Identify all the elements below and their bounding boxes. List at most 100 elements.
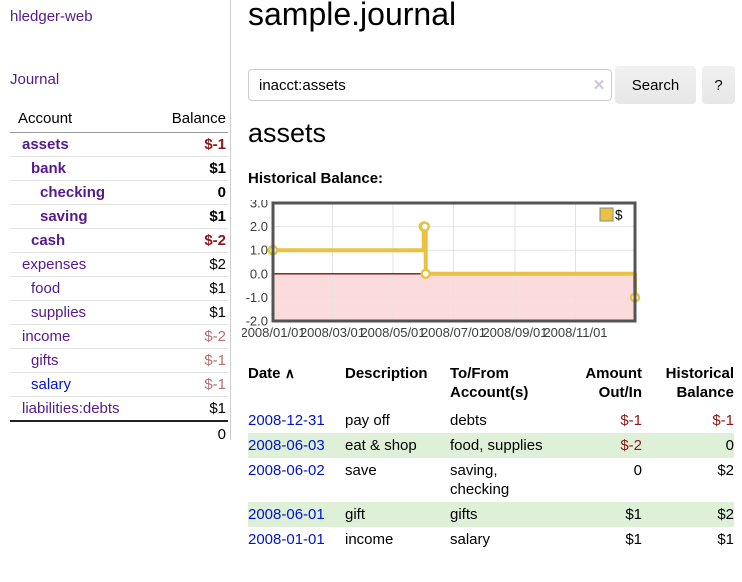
transaction-description: save [345,462,377,479]
transaction-description: gift [345,506,366,523]
account-row: salary $-1 [10,372,228,397]
help-button[interactable]: ? [702,66,735,104]
legend-swatch [599,207,614,222]
transaction-amount: $-1 [620,412,642,429]
account-link[interactable]: food [31,280,61,297]
plot-border [271,201,637,323]
account-balance: $2 [209,256,226,273]
account-balance: $-2 [204,328,226,345]
account-row: cash $-2 [10,228,228,253]
transaction-amount: $1 [625,531,642,548]
y-tick-label: -1.0 [246,290,268,305]
x-tick-label: 2008/01/01 [242,325,306,340]
transaction-row: 2008-12-31 pay off debts $-1 $-1 [248,408,734,433]
main-content: sample.journal ✕ Search ? assets Histori… [240,0,735,582]
transaction-balance: $2 [717,462,734,479]
y-tick-label: -2.0 [246,314,268,329]
transaction-row: 2008-06-02 save saving, checking 0 $2 [248,458,734,502]
account-row: supplies $1 [10,300,228,325]
search-input[interactable] [248,69,612,101]
x-tick-label: 2008/11/01 [543,325,607,340]
y-tick-label: 1.0 [250,243,268,258]
account-balance: 0 [217,184,226,201]
transaction-accounts: saving, checking [450,462,510,498]
transaction-row: 2008-06-01 gift gifts $1 $2 [248,502,734,527]
account-link[interactable]: income [22,328,71,345]
account-link[interactable]: assets [22,136,69,153]
account-balance: $1 [209,400,226,417]
page-title: sample.journal [248,0,457,32]
account-row: gifts $-1 [10,348,228,373]
data-point-marker [419,221,430,232]
account-heading: assets [248,118,327,148]
account-row: food $1 [10,276,228,301]
account-row: bank $1 [10,156,228,181]
x-tick-label: 2008/09/01 [482,325,547,340]
account-link[interactable]: gifts [31,352,59,369]
account-link[interactable]: checking [40,184,106,201]
y-tick-label: 2.0 [250,219,268,234]
account-balance: $1 [209,304,226,321]
transaction-row: 2008-01-01 income salary $1 $1 [248,527,734,552]
account-row: saving $1 [10,204,228,229]
balance-chart-svg: $3.0 2.0 1.0 0.0 -1.0 -2.02008/01/012008/03/0… [240,196,641,340]
account-link[interactable]: saving [40,208,88,225]
account-link[interactable]: supplies [31,304,87,321]
transaction-date-link[interactable]: 2008-12-31 [248,412,325,429]
transaction-amount: $-2 [620,437,642,454]
transaction-description: income [345,531,394,548]
account-link[interactable]: expenses [22,256,87,273]
account-row: income $-2 [10,324,228,349]
search-button[interactable]: Search [615,66,696,104]
transaction-balance: $2 [717,506,734,523]
col-description: Description [345,365,428,382]
data-point-marker [420,268,431,280]
sidebar: hledger-web Journal Account Balance asse… [0,0,231,446]
account-link[interactable]: cash [31,232,66,249]
transaction-accounts: gifts [450,506,478,523]
col-tofrom-accounts: To/From Account(s) [450,365,529,401]
transaction-accounts: food, supplies [450,437,543,454]
account-link[interactable]: liabilities:debts [22,400,120,417]
account-balance: $-1 [204,136,226,153]
register-header-row: Date ∧ Description To/From Account(s) Am… [248,358,734,408]
transaction-accounts: salary [450,531,491,548]
app-title-link[interactable]: hledger-web [10,8,93,25]
transaction-row: 2008-06-03 eat & shop food, supplies $-2… [248,433,734,458]
accounts-col-account: Account [10,107,148,133]
transaction-date-link[interactable]: 2008-06-03 [248,437,325,454]
accounts-total-value: 0 [147,420,228,446]
accounts-col-balance: Balance [147,107,228,133]
x-tick-label: 2008/05/01 [360,325,425,340]
sidebar-item-journal[interactable]: Journal [10,71,60,88]
account-link[interactable]: bank [31,160,67,177]
account-row: expenses $2 [10,252,228,277]
transaction-date-link[interactable]: 2008-06-01 [248,506,325,523]
transaction-balance: 0 [725,437,734,454]
transaction-balance: $-1 [712,412,734,429]
account-balance: $-1 [204,376,226,393]
historical-balance-chart: $3.0 2.0 1.0 0.0 -1.0 -2.0 2008/01/01 2008/03/0… [240,196,644,344]
account-row: liabilities:debts $1 [10,396,228,422]
y-tick-label: 0.0 [250,266,268,281]
account-balance: $-2 [204,232,226,249]
account-row: assets $-1 [10,133,228,157]
x-tick-label: 2008/03/01 [300,325,365,340]
transaction-amount: 0 [633,462,642,479]
transaction-description: eat & shop [345,437,417,454]
col-amount-outin: Amount Out/In [585,365,642,401]
account-balance: $1 [209,160,226,177]
accounts-total-row: 0 [10,420,228,446]
account-balance: $-1 [204,352,226,369]
clear-search-icon[interactable]: ✕ [592,77,606,94]
col-date[interactable]: Date ∧ [248,365,295,382]
transaction-description: pay off [345,412,390,429]
transaction-date-link[interactable]: 2008-06-02 [248,462,325,479]
account-link[interactable]: salary [31,376,72,393]
transaction-balance: $1 [717,531,734,548]
transaction-accounts: debts [450,412,487,429]
chart-title: Historical Balance: [248,170,384,187]
col-historical-balance: Historical Balance [665,365,734,401]
transaction-date-link[interactable]: 2008-01-01 [248,531,325,548]
